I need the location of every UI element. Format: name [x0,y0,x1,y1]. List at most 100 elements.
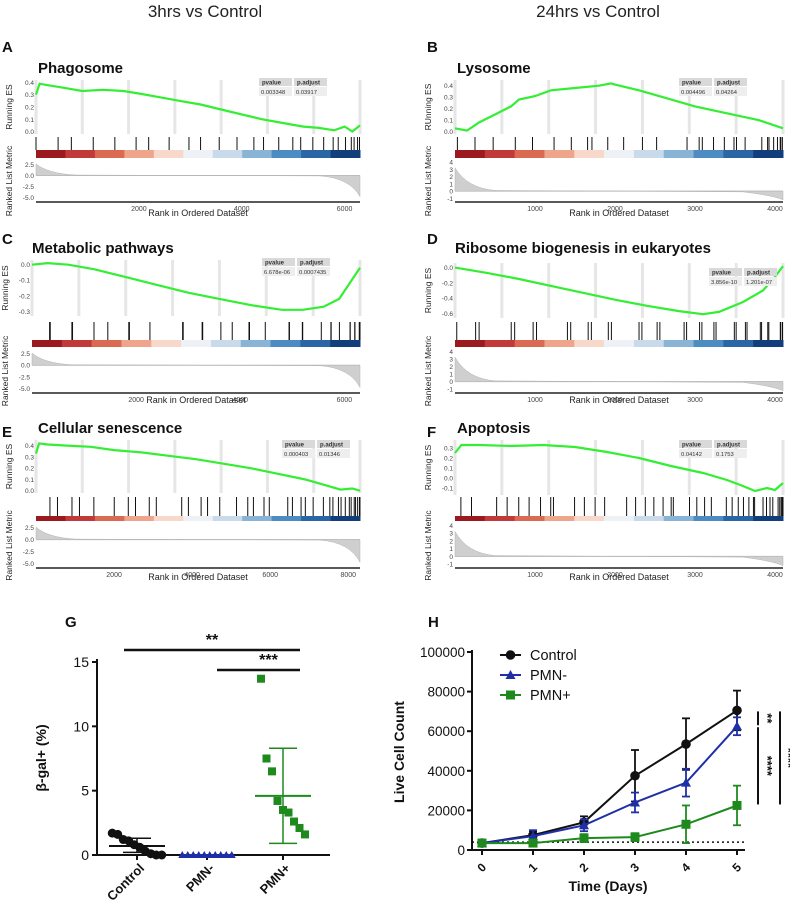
metric-area [35,526,361,563]
metric-tick-label: 3 [449,531,453,538]
es-curve [454,443,784,493]
rank-bar-segment [663,516,695,521]
running-es-label: Running ES [423,267,433,313]
rank-bar-segment [514,150,545,158]
padjust-value: 1.201e-07 [746,280,772,286]
pvalue-header: pvalue [265,261,285,267]
rank-bar-segment [65,516,96,521]
pvalue-header: pvalue [682,81,702,87]
metric-tick-label: -5.0 [23,561,35,568]
x-tick-label: 4000 [184,572,200,579]
padjust-header: p.adjust [717,81,740,87]
rank-bar-segment [212,516,243,521]
panel-h: H 0 20000 40000 60000 80000 100000 Live Cell Co… [391,614,790,894]
panel-title: Apoptosis [457,420,530,437]
rank-bar-segment [455,340,486,347]
rank-bar-segment [753,150,784,158]
rank-bar-segment [604,150,635,158]
pvalue-header: pvalue [285,443,305,449]
rank-bar-segment [36,516,66,521]
x-tick-label: 3 [627,860,642,875]
data-point [284,808,293,817]
rank-bar-segment [242,516,273,521]
padjust-cell [744,277,777,286]
metric-tick-label: 0.0 [25,173,34,180]
legend-label: PMN+ [530,688,571,704]
metric-tick-label: 2.5 [25,162,34,169]
x-tick-label: Control [104,861,147,904]
x-tick-label: 4000 [767,397,783,404]
es-tick-label: -0.1 [442,486,454,493]
panel-title: Ribosome biogenesis in eukaryotes [455,240,711,257]
es-tick-label: 0.0 [444,265,453,272]
ranked-metric-label: Ranked List Metric [423,510,433,581]
rank-bar-segment [61,340,93,347]
metric-tick-label: 4 [449,160,453,167]
rank-bar-segment [270,340,301,347]
legend-marker [505,670,516,679]
metric-tick-label: 0 [449,379,453,386]
es-tick-label: 0.1 [444,466,453,473]
pvalue-header-cell [679,78,712,86]
data-point [732,705,742,716]
es-tick-label: 0.2 [444,106,453,113]
rank-bar-segment [663,340,695,347]
metric-tick-label: -2.5 [19,374,31,381]
gsea-panel-a: A Phagosome 0.4 0.3 0.2 0.1 0.0 2.5 0.0 -2.5 -5.0 2… [2,39,362,218]
rank-bar-segment [514,340,545,347]
significance-label: *** [259,652,278,669]
rank-bar-segment [240,340,272,347]
x-tick-label: 3000 [687,572,703,579]
padjust-value: 0.04264 [716,90,738,96]
rank-bar-segment [301,150,332,158]
data-point [227,851,236,858]
rank-bar-segment [633,150,665,158]
pvalue-value: 0.003348 [261,90,285,96]
rank-bar-segment [300,340,331,347]
data-point [528,838,538,848]
y-tick-label: 5 [81,783,89,799]
panel-title: Lysosome [457,60,531,77]
rank-bar-segment [723,340,754,347]
es-tick-label: 0.0 [21,262,30,269]
panel-letter: D [427,231,438,248]
pvalue-value: 3.856e-10 [711,280,737,286]
padjust-cell [297,267,330,276]
data-point [630,797,640,807]
metric-tick-label: -2.5 [23,184,35,191]
metric-tick-label: -5.0 [19,386,31,393]
es-tick-label: 0.2 [444,456,453,463]
padjust-cell [714,87,747,96]
rank-bar-segment [151,340,182,347]
x-tick-label: 1000 [527,206,543,213]
metric-tick-label: 0 [449,189,453,196]
es-tick-label: 0.4 [25,80,34,87]
y-tick-label: 20000 [427,803,465,818]
data-point [681,739,691,749]
x-tick-label: 1 [525,860,540,875]
running-es-label: Running ES [4,84,14,130]
metric-tick-label: 2.5 [21,351,30,358]
x-tick-label: 4000 [234,206,250,213]
data-point [268,767,276,776]
padjust-value: 0.0007435 [299,270,326,276]
es-tick-label: 0.3 [444,95,453,102]
panel-title: Phagosome [38,60,123,77]
metric-tick-label: 2 [449,538,453,545]
x-tick-label: 1000 [527,572,543,579]
series-line [481,709,738,845]
rank-bar-segment [544,340,575,347]
x-tick-label: 6000 [337,206,353,213]
rank-bar-segment [124,150,155,158]
rank-bar-segment [544,150,575,158]
rank-bar-segment [301,516,332,521]
rank-bar-segment [455,516,486,521]
data-point [273,796,282,805]
es-tick-label: 0.3 [25,454,34,461]
metric-tick-label: -2.5 [23,549,35,556]
padjust-header-cell [714,440,747,448]
es-curve [454,265,784,316]
